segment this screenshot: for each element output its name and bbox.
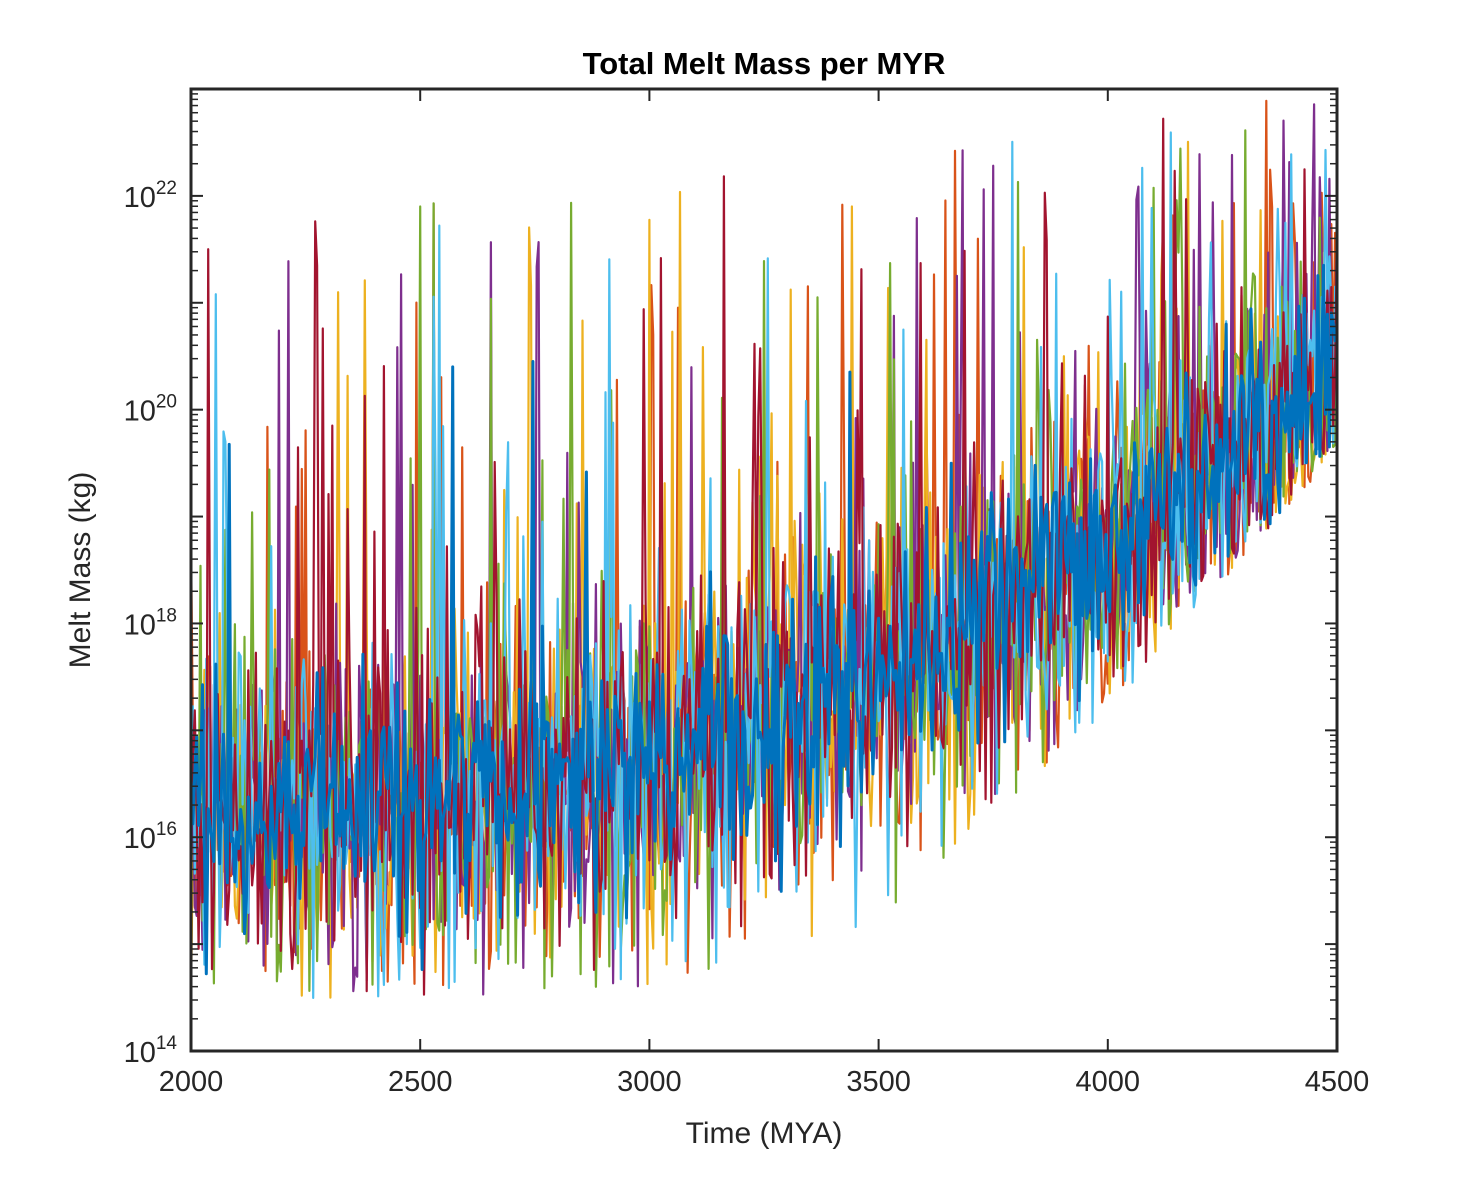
x-tick-label: 3500: [846, 1066, 911, 1098]
ticks-layer: 2000 2500 3000 3500 4000 4500 1014 1016 1018 1020…: [124, 88, 1370, 1098]
x-tick-label: 2500: [388, 1066, 453, 1098]
y-tick-label: 1018: [124, 605, 177, 641]
y-tick-label: 1020: [124, 392, 177, 428]
x-tick-label: 4500: [1305, 1066, 1370, 1098]
axes-box: [189, 87, 1339, 1053]
x-tick-label: 4000: [1076, 1066, 1141, 1098]
x-tick-label: 2000: [159, 1066, 224, 1098]
series-layer: [191, 99, 1337, 1000]
x-tick-label: 3000: [617, 1066, 682, 1098]
series-line: [191, 263, 1337, 976]
y-tick-label: 1014: [124, 1033, 178, 1069]
y-tick-label: 1016: [124, 819, 177, 855]
series-line: [191, 117, 1337, 996]
chart-title: Total Melt Mass per MYR: [583, 46, 946, 81]
y-tick-label: 1022: [124, 178, 177, 214]
x-axis-label: Time (MYA): [686, 1117, 843, 1150]
y-axis-label: Melt Mass (kg): [64, 472, 97, 669]
